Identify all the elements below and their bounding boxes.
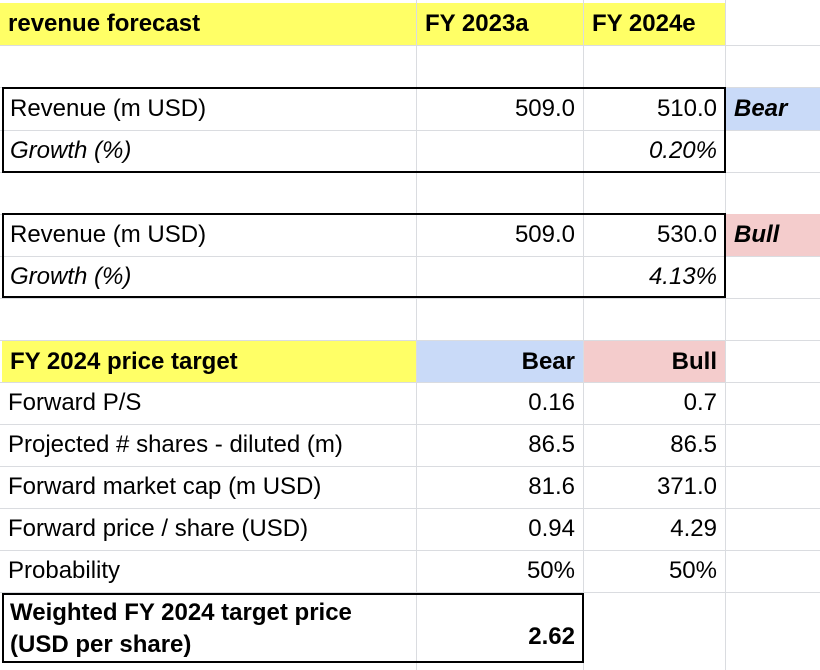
bull-growth-label[interactable]: Growth (%) [10,263,132,290]
row-probability-label[interactable]: Probability [8,557,121,584]
row-probability-bull[interactable]: 50% [668,557,717,584]
header-fy2023-cell[interactable]: FY 2023a [417,3,583,45]
row-price-share-bull[interactable]: 4.29 [670,515,717,542]
bull-revenue-2024[interactable]: 530.0 [656,221,717,248]
header-title-cell[interactable]: revenue forecast [0,3,416,45]
bull-tag-cell[interactable]: Bull [726,214,820,256]
weighted-label-line1: Weighted FY 2024 target price [10,599,352,626]
row-shares-bull[interactable]: 86.5 [670,431,717,458]
row-market-cap-bull[interactable]: 371.0 [656,473,717,500]
row-forward-ps-bear[interactable]: 0.16 [528,389,575,416]
row-market-cap-label[interactable]: Forward market cap (m USD) [8,473,322,500]
row-price-share-bear[interactable]: 0.94 [528,515,575,542]
bear-growth-label[interactable]: Growth (%) [10,137,132,164]
weighted-target-value[interactable]: 2.62 [528,623,575,650]
bear-revenue-label[interactable]: Revenue (m USD) [10,95,207,122]
weighted-label-line2: (USD per share) [10,631,192,658]
weighted-target-label[interactable]: Weighted FY 2024 target price (USD per s… [2,594,416,662]
price-target-bear-header[interactable]: Bear [417,341,583,382]
bear-growth-2024[interactable]: 0.20% [648,137,717,164]
bear-tag-cell[interactable]: Bear [726,88,820,130]
price-target-title-cell[interactable]: FY 2024 price target [2,341,416,382]
bear-revenue-2024[interactable]: 510.0 [656,95,717,122]
row-forward-ps-bull[interactable]: 0.7 [683,389,717,416]
row-price-share-label[interactable]: Forward price / share (USD) [8,515,309,542]
row-shares-bear[interactable]: 86.5 [528,431,575,458]
row-shares-label[interactable]: Projected # shares - diluted (m) [8,431,343,458]
bull-growth-2024[interactable]: 4.13% [648,263,717,290]
bull-revenue-2023[interactable]: 509.0 [514,221,575,248]
row-market-cap-bear[interactable]: 81.6 [528,473,575,500]
price-target-bull-header[interactable]: Bull [584,341,725,382]
bull-revenue-label[interactable]: Revenue (m USD) [10,221,207,248]
header-fy2024-cell[interactable]: FY 2024e [584,3,725,45]
row-forward-ps-label[interactable]: Forward P/S [8,389,142,416]
bear-revenue-2023[interactable]: 509.0 [514,95,575,122]
row-probability-bear[interactable]: 50% [526,557,575,584]
